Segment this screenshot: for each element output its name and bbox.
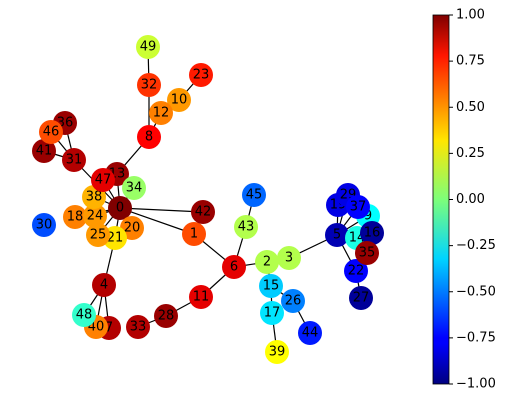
node-label: 27	[353, 291, 370, 306]
node-label: 18	[67, 210, 84, 225]
node-label: 47	[95, 173, 112, 188]
nodes: 012 3456789101112131415161718192021222324…	[32, 35, 384, 364]
colorbar-tick-label: −0.75	[456, 330, 496, 345]
node	[265, 340, 289, 364]
node-label: 44	[302, 326, 319, 341]
node	[189, 63, 213, 87]
colorbar-tick-label: −1.00	[456, 377, 496, 392]
edge	[119, 207, 204, 213]
node	[242, 183, 266, 207]
node	[62, 148, 86, 172]
node	[260, 301, 284, 325]
node	[39, 120, 63, 144]
colorbar-tick-label: −0.25	[456, 238, 496, 253]
node	[255, 250, 279, 274]
node-label: 10	[171, 93, 188, 108]
colorbar	[432, 14, 450, 385]
node-label: 49	[140, 40, 157, 55]
node-label: 9	[364, 209, 372, 224]
node	[349, 286, 373, 310]
node	[222, 255, 246, 279]
node-label: 4	[100, 278, 108, 293]
node-label: 31	[66, 153, 83, 168]
node	[346, 195, 370, 219]
node	[32, 213, 56, 237]
node	[122, 176, 146, 200]
node	[72, 303, 96, 327]
node	[360, 221, 384, 245]
node	[154, 304, 178, 328]
colorbar-ticks: 1.00 0.75 0.50 0.25 0.00 −0.25 −0.50 −0.75 −1.00	[449, 8, 496, 392]
node-label: 1	[190, 227, 198, 242]
node-label: 8	[145, 130, 153, 145]
node-label: 6	[230, 260, 238, 275]
node-label: 22	[348, 264, 365, 279]
node	[281, 289, 305, 313]
node-label: 5	[333, 228, 341, 243]
node-label: 42	[195, 205, 212, 220]
node-label: 38	[86, 190, 103, 205]
node	[298, 321, 322, 345]
node-label: 23	[193, 68, 210, 83]
node	[191, 200, 215, 224]
node-label: 21	[107, 231, 124, 246]
node-label: 48	[76, 308, 93, 323]
node-label: 35	[359, 246, 376, 261]
node-label: 26	[285, 294, 302, 309]
node	[234, 215, 258, 239]
edge	[119, 207, 195, 235]
node-label: 32	[141, 78, 158, 93]
node-label: 7	[105, 321, 113, 336]
node-label: 17	[264, 306, 281, 321]
colorbar-tick-label: 1.00	[456, 8, 485, 23]
node	[108, 196, 132, 220]
node	[136, 35, 160, 59]
node	[259, 274, 283, 298]
node	[182, 222, 206, 246]
node-label: 12	[153, 106, 170, 121]
node	[83, 204, 107, 228]
node	[344, 259, 368, 283]
node-label: 15	[263, 279, 280, 294]
node-label: 24	[87, 209, 104, 224]
node	[92, 273, 116, 297]
node	[167, 88, 191, 112]
node-label: 33	[130, 320, 147, 335]
node	[325, 223, 349, 247]
colorbar-tick-label: 0.25	[456, 146, 485, 161]
colorbar-tick-label: 0.75	[456, 54, 485, 69]
node	[63, 205, 87, 229]
node	[189, 285, 213, 309]
node	[32, 139, 56, 163]
node-label: 43	[238, 220, 255, 235]
node-label: 46	[43, 125, 60, 140]
node	[149, 101, 173, 125]
node-label: 28	[158, 309, 175, 324]
node-label: 30	[36, 218, 53, 233]
node	[137, 73, 161, 97]
node-label: 34	[126, 181, 143, 196]
node-label: 45	[246, 188, 263, 203]
node-label: 0	[116, 201, 124, 216]
node	[91, 168, 115, 192]
node-label: 41	[36, 144, 53, 159]
colorbar-tick-label: 0.50	[456, 100, 485, 115]
node-label: 39	[269, 345, 286, 360]
node-label: 11	[193, 290, 210, 305]
node	[355, 241, 379, 265]
node-label: 16	[364, 226, 381, 241]
node-label: 3	[285, 251, 293, 266]
node-label: 2	[263, 255, 271, 270]
colorbar-tick-label: −0.50	[456, 284, 496, 299]
colorbar-tick-label: 0.00	[456, 192, 485, 207]
node-label: 20	[124, 221, 141, 236]
node	[137, 125, 161, 149]
node-label: 25	[90, 228, 107, 243]
node	[126, 315, 150, 339]
node	[86, 223, 110, 247]
node	[277, 246, 301, 270]
node-label: 37	[350, 200, 367, 215]
